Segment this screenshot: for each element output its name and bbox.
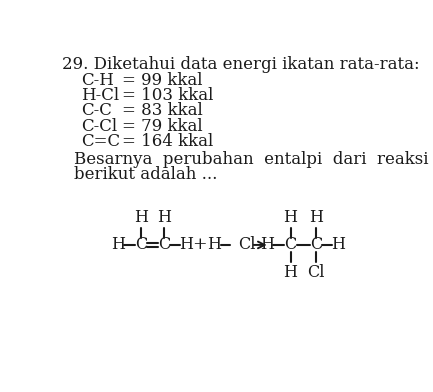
Text: H: H (284, 264, 297, 281)
Text: berikut adalah ...: berikut adalah ... (74, 166, 217, 183)
Text: H-Cl: H-Cl (81, 87, 120, 104)
Text: H: H (134, 209, 148, 226)
Text: H: H (111, 236, 125, 254)
Text: C-Cl: C-Cl (81, 118, 117, 135)
Text: 29. Diketahui data energi ikatan rata-rata:: 29. Diketahui data energi ikatan rata-ra… (62, 56, 420, 73)
Text: H: H (260, 236, 274, 254)
Text: Cl: Cl (307, 264, 325, 281)
Text: = 164 kkal: = 164 kkal (123, 133, 213, 150)
Text: Besarnya  perubahan  entalpi  dari  reaksi: Besarnya perubahan entalpi dari reaksi (74, 151, 428, 168)
Text: +: + (193, 236, 207, 254)
Text: H: H (179, 236, 193, 254)
Text: C: C (310, 236, 322, 254)
Text: C: C (135, 236, 147, 254)
Text: = 83 kkal: = 83 kkal (123, 102, 203, 120)
Text: C-H: C-H (81, 72, 114, 89)
Text: Cl: Cl (238, 236, 255, 254)
Text: C: C (284, 236, 297, 254)
Text: C-C: C-C (81, 102, 112, 120)
Text: C: C (158, 236, 170, 254)
Text: H: H (284, 209, 297, 226)
Text: H: H (309, 209, 323, 226)
Text: = 103 kkal: = 103 kkal (123, 87, 214, 104)
Text: H: H (157, 209, 171, 226)
Text: = 99 kkal: = 99 kkal (123, 72, 203, 89)
Text: H: H (207, 236, 222, 254)
Text: C=C: C=C (81, 133, 120, 150)
Text: H: H (331, 236, 345, 254)
Text: = 79 kkal: = 79 kkal (123, 118, 203, 135)
